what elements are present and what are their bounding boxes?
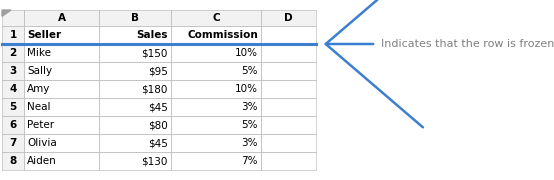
Text: 7%: 7% xyxy=(242,156,258,166)
Text: C: C xyxy=(212,13,220,23)
Bar xyxy=(2,44,24,62)
Text: Amy: Amy xyxy=(27,84,50,94)
Bar xyxy=(99,10,171,26)
Bar xyxy=(261,134,316,152)
Bar xyxy=(99,62,171,80)
Bar xyxy=(261,152,316,170)
Bar xyxy=(171,80,261,98)
Text: Seller: Seller xyxy=(27,30,61,40)
Bar xyxy=(261,10,316,26)
Bar xyxy=(24,44,99,62)
Bar xyxy=(171,134,261,152)
Bar xyxy=(171,62,261,80)
Bar xyxy=(2,152,24,170)
Bar xyxy=(99,152,171,170)
Text: Aiden: Aiden xyxy=(27,156,57,166)
Bar xyxy=(261,116,316,134)
Bar xyxy=(24,152,99,170)
Bar xyxy=(261,62,316,80)
Text: Commission: Commission xyxy=(187,30,258,40)
Bar xyxy=(171,152,261,170)
Text: Peter: Peter xyxy=(27,120,54,130)
Bar xyxy=(24,26,99,44)
Bar xyxy=(24,10,99,26)
Text: $180: $180 xyxy=(142,84,168,94)
Polygon shape xyxy=(2,10,11,16)
Text: 5%: 5% xyxy=(242,66,258,76)
Bar xyxy=(2,62,24,80)
Bar xyxy=(2,98,24,116)
Text: 3: 3 xyxy=(9,66,17,76)
Bar xyxy=(99,26,171,44)
Text: 5%: 5% xyxy=(242,120,258,130)
Text: 4: 4 xyxy=(9,84,17,94)
Text: Olivia: Olivia xyxy=(27,138,57,148)
Bar xyxy=(2,10,24,26)
Bar xyxy=(99,44,171,62)
Text: 10%: 10% xyxy=(235,84,258,94)
Bar xyxy=(2,26,24,44)
Bar xyxy=(2,134,24,152)
Text: Neal: Neal xyxy=(27,102,50,112)
Text: Indicates that the row is frozen: Indicates that the row is frozen xyxy=(381,39,554,49)
Text: D: D xyxy=(284,13,293,23)
Text: 8: 8 xyxy=(9,156,17,166)
Bar xyxy=(24,62,99,80)
Bar xyxy=(171,26,261,44)
Text: $45: $45 xyxy=(148,102,168,112)
Text: 3%: 3% xyxy=(242,138,258,148)
Text: 1: 1 xyxy=(9,30,17,40)
Bar xyxy=(171,98,261,116)
Bar xyxy=(24,98,99,116)
Bar xyxy=(171,10,261,26)
Text: Sales: Sales xyxy=(136,30,168,40)
Text: 7: 7 xyxy=(9,138,17,148)
Bar xyxy=(24,116,99,134)
Text: 2: 2 xyxy=(9,48,17,58)
Bar xyxy=(2,116,24,134)
Text: Mike: Mike xyxy=(27,48,51,58)
Bar xyxy=(2,80,24,98)
Text: A: A xyxy=(58,13,65,23)
Bar xyxy=(99,134,171,152)
Bar xyxy=(24,134,99,152)
Text: $45: $45 xyxy=(148,138,168,148)
Bar xyxy=(261,98,316,116)
Text: 10%: 10% xyxy=(235,48,258,58)
Bar xyxy=(99,116,171,134)
Text: $95: $95 xyxy=(148,66,168,76)
Text: Sally: Sally xyxy=(27,66,52,76)
Text: B: B xyxy=(131,13,139,23)
Bar xyxy=(24,80,99,98)
Bar xyxy=(99,98,171,116)
Text: 5: 5 xyxy=(9,102,17,112)
Text: $150: $150 xyxy=(142,48,168,58)
Text: $130: $130 xyxy=(142,156,168,166)
Text: 3%: 3% xyxy=(242,102,258,112)
Text: $80: $80 xyxy=(148,120,168,130)
Bar xyxy=(261,80,316,98)
Bar xyxy=(261,26,316,44)
Text: 6: 6 xyxy=(9,120,17,130)
Bar xyxy=(171,116,261,134)
Bar xyxy=(171,44,261,62)
Bar xyxy=(99,80,171,98)
Bar xyxy=(261,44,316,62)
